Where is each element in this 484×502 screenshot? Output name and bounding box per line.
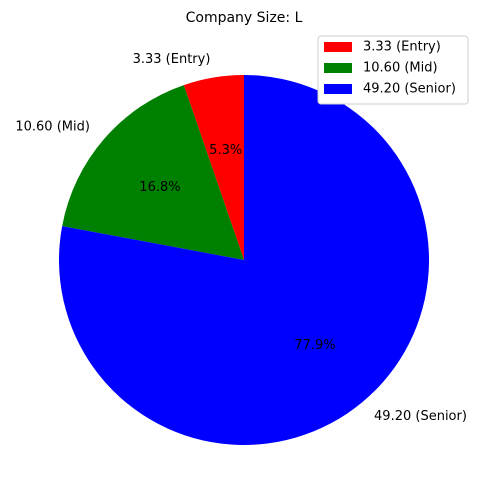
- legend: 3.33 (Entry) 10.60 (Mid) 49.20 (Senior): [317, 35, 469, 105]
- legend-label-senior: 49.20 (Senior): [363, 82, 456, 97]
- pie-slice-entry: [183, 75, 244, 260]
- percent-label-mid: 16.8%: [139, 180, 180, 195]
- pie-slice-mid: [62, 85, 245, 261]
- legend-swatch-entry: [324, 42, 352, 52]
- pie-slices: [59, 75, 429, 445]
- percent-label-entry: 5.3%: [209, 143, 242, 158]
- legend-swatch-senior: [324, 84, 352, 94]
- slice-label-entry: 3.33 (Entry): [133, 52, 211, 67]
- pie-slice-senior: [59, 75, 429, 445]
- percent-labels: 5.3% 16.8% 77.9%: [139, 143, 335, 353]
- legend-label-mid: 10.60 (Mid): [363, 61, 438, 76]
- chart-title: Company Size: L: [186, 10, 303, 26]
- legend-label-entry: 3.33 (Entry): [363, 40, 441, 55]
- slice-label-senior: 49.20 (Senior): [374, 409, 467, 424]
- legend-frame: [317, 35, 469, 105]
- slice-label-mid: 10.60 (Mid): [15, 120, 90, 135]
- percent-label-senior: 77.9%: [294, 338, 335, 353]
- legend-swatch-mid: [324, 63, 352, 73]
- slice-labels: 3.33 (Entry) 10.60 (Mid) 49.20 (Senior): [15, 52, 467, 424]
